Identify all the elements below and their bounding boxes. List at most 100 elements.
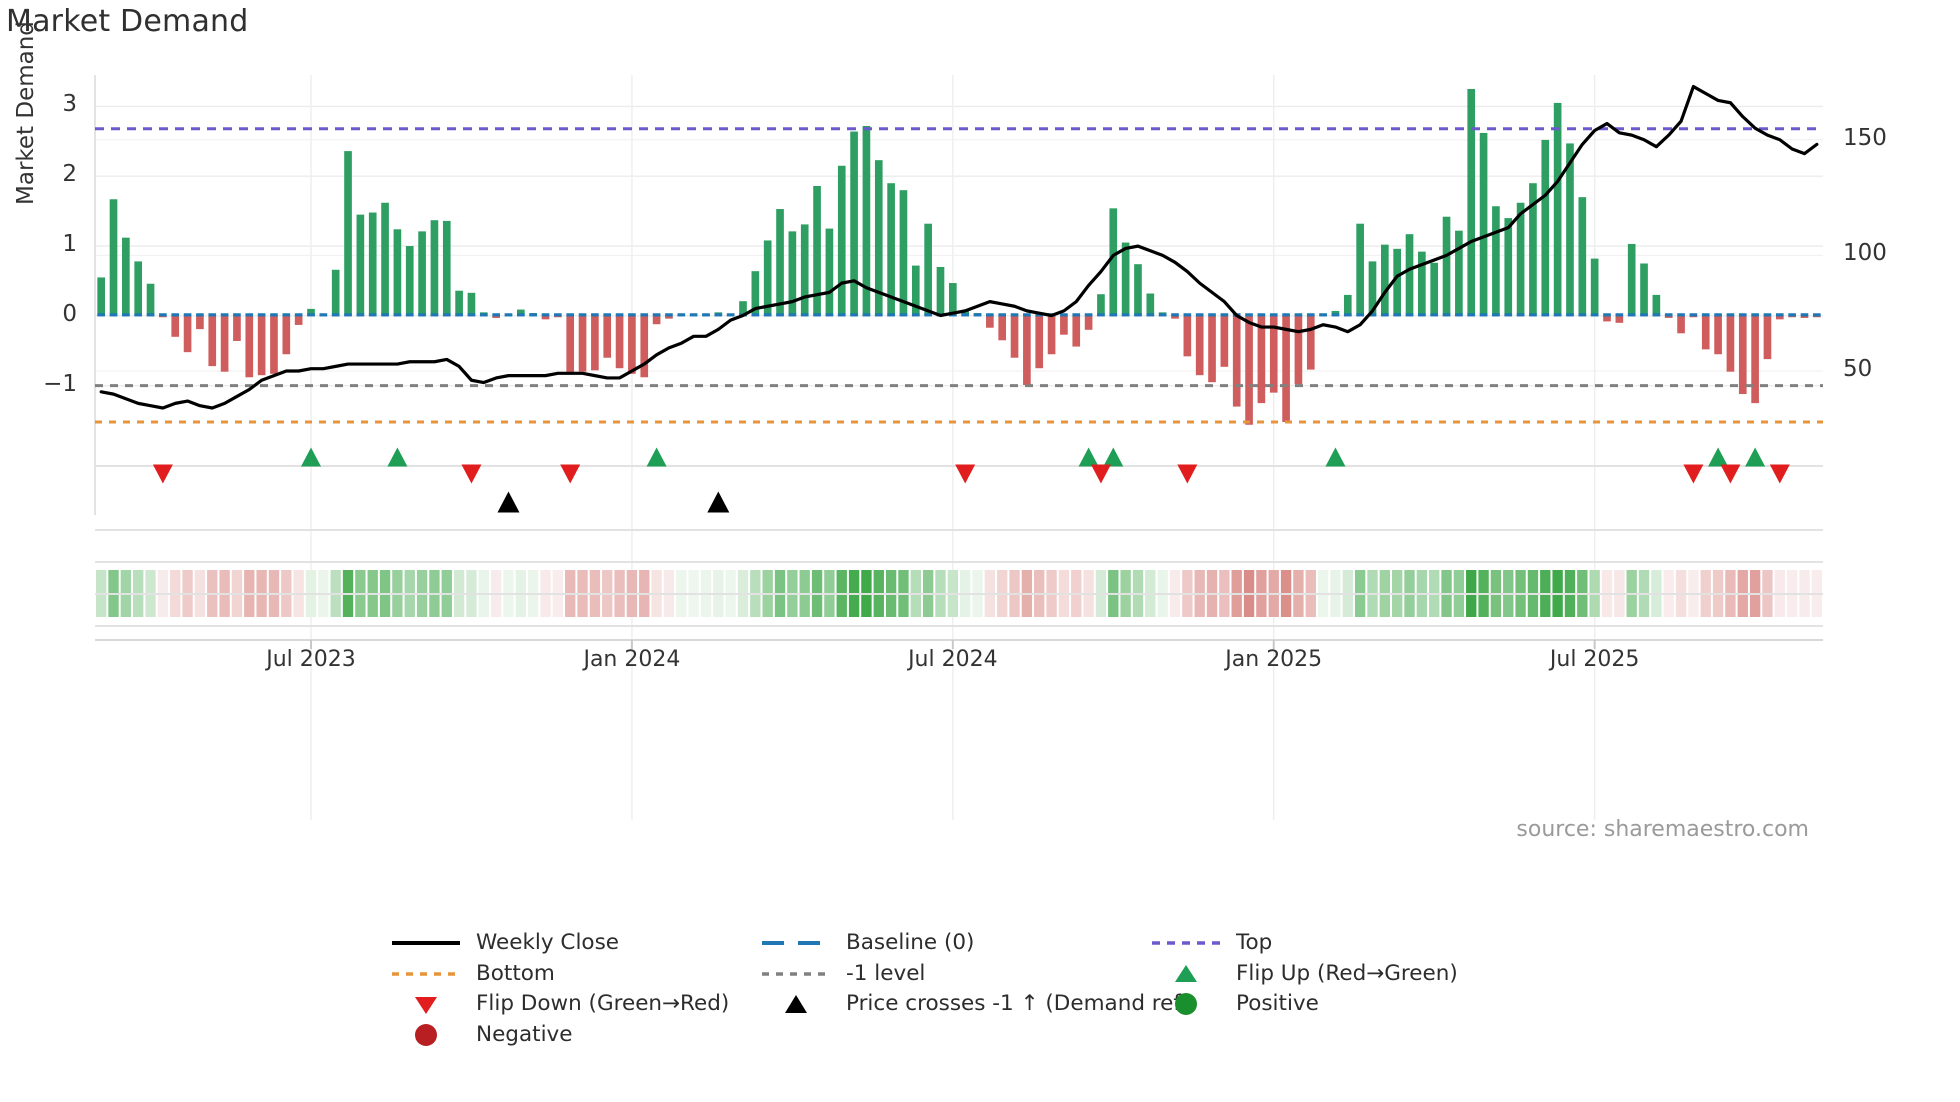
demand-bar (887, 183, 895, 316)
demand-bar (208, 315, 217, 367)
baseline-marker (1627, 313, 1636, 317)
baseline-marker (726, 313, 735, 317)
demand-bar (1529, 183, 1537, 316)
demand-bar (1195, 315, 1204, 376)
demand-bar (1121, 242, 1130, 316)
baseline-marker (1492, 313, 1500, 317)
baseline-marker (874, 313, 883, 317)
demand-bar (1689, 315, 1698, 318)
demand-bar (467, 292, 476, 316)
baseline-marker (1800, 313, 1809, 317)
triangle-up-black-icon (758, 989, 834, 1019)
demand-bar (331, 269, 340, 316)
demand-bar (1677, 315, 1685, 334)
demand-bar (1516, 202, 1525, 316)
demand-bar (1775, 315, 1784, 320)
baseline-marker (1035, 313, 1044, 317)
demand-bar (122, 237, 130, 316)
baseline-marker (677, 313, 686, 317)
baseline-marker (665, 313, 673, 317)
legend-label: Flip Down (Green→Red) (476, 991, 730, 1016)
y-tick-label: 0 (62, 300, 77, 327)
demand-bar (307, 308, 315, 316)
demand-bar (1232, 315, 1241, 407)
baseline-marker (949, 313, 957, 317)
demand-bar (1442, 216, 1451, 316)
baseline-marker (1455, 313, 1463, 317)
demand-bar (418, 231, 426, 316)
y-tick-label: 2 (62, 161, 77, 188)
demand-bar (1566, 143, 1574, 316)
baseline-marker (393, 313, 402, 317)
demand-bar (1492, 206, 1500, 316)
demand-bar (1146, 293, 1155, 316)
demand-bar (837, 165, 846, 316)
demand-bar (1257, 315, 1266, 404)
baseline-marker (825, 313, 834, 317)
baseline-marker (566, 313, 575, 317)
price-cross-marker (497, 491, 520, 513)
demand-bar (1479, 132, 1488, 316)
baseline-marker (220, 313, 229, 317)
baseline-marker (1603, 313, 1611, 317)
demand-bar (1134, 264, 1142, 316)
demand-bar (159, 315, 167, 318)
legend-label: Price crosses -1 ↑ (Demand ref) (846, 991, 1190, 1016)
demand-bar (1245, 315, 1253, 425)
demand-bar (652, 315, 661, 325)
demand-bar (344, 151, 352, 316)
demand-bar (1418, 251, 1426, 316)
flip-up-marker (1103, 447, 1124, 467)
demand-bar (1084, 315, 1093, 330)
demand-bar (1356, 223, 1364, 316)
baseline-marker (652, 313, 661, 317)
demand-bar (1294, 315, 1303, 385)
baseline-marker (1751, 313, 1759, 317)
baseline-marker (702, 313, 710, 317)
baseline-marker (1615, 313, 1624, 317)
demand-bar (1208, 315, 1216, 383)
baseline-marker (1504, 313, 1513, 317)
x-tick-label: Jan 2024 (583, 647, 681, 672)
baseline-marker (418, 313, 426, 317)
flip-down-marker (955, 464, 976, 484)
demand-bar (628, 315, 636, 374)
demand-bar (134, 261, 143, 316)
demand-bar (591, 315, 599, 371)
demand-bar (578, 315, 587, 372)
demand-bar (1381, 244, 1389, 316)
y-tick-label: −1 (43, 370, 77, 397)
demand-bar (998, 315, 1007, 341)
demand-bar (1664, 315, 1673, 318)
baseline-marker (788, 313, 797, 317)
flip-up-marker (387, 447, 408, 467)
demand-bar (862, 125, 871, 316)
demand-bar (1590, 258, 1599, 316)
y-tick-label-right: 100 (1843, 240, 1887, 267)
baseline-marker (1134, 313, 1142, 317)
demand-bar (1109, 208, 1118, 316)
baseline-marker (134, 313, 143, 317)
baseline-marker (1664, 313, 1673, 317)
demand-bar (1393, 248, 1401, 316)
baseline-marker (1257, 313, 1266, 317)
baseline-marker (1566, 313, 1574, 317)
baseline-marker (924, 313, 932, 317)
baseline-marker (1171, 313, 1179, 317)
baseline-marker (307, 313, 315, 317)
baseline-marker (430, 313, 439, 317)
demand-bar (1553, 102, 1562, 316)
demand-bar (899, 190, 908, 316)
flip-up-marker (1078, 447, 1099, 467)
baseline-marker (1245, 313, 1253, 317)
baseline-marker (591, 313, 599, 317)
demand-bar (1788, 315, 1796, 318)
demand-bar (1504, 218, 1513, 316)
demand-bar (171, 315, 180, 337)
baseline-marker (1356, 313, 1364, 317)
source-attribution: source: sharemaestro.com (1516, 817, 1809, 842)
demand-bar (233, 315, 241, 341)
demand-bar (1060, 315, 1068, 335)
demand-bar (405, 246, 414, 316)
baseline-marker (1714, 313, 1722, 317)
